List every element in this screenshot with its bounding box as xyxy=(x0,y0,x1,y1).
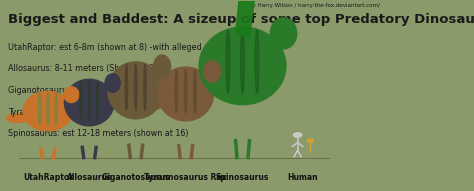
Text: Tyrannosaurus Rex: Tyrannosaurus Rex xyxy=(145,173,227,182)
Ellipse shape xyxy=(38,93,41,125)
Ellipse shape xyxy=(175,69,178,113)
Polygon shape xyxy=(236,0,256,38)
Ellipse shape xyxy=(105,74,120,92)
Ellipse shape xyxy=(89,95,114,107)
Ellipse shape xyxy=(64,87,79,103)
Ellipse shape xyxy=(144,64,146,111)
Ellipse shape xyxy=(226,30,230,93)
Text: Biggest and Baddest: A sizeup of some top Predatory Dinosaurs:: Biggest and Baddest: A sizeup of some to… xyxy=(8,13,474,26)
Ellipse shape xyxy=(194,69,196,113)
Text: Spinosaurus: Spinosaurus xyxy=(216,173,269,182)
Ellipse shape xyxy=(139,98,164,110)
Ellipse shape xyxy=(125,64,128,111)
Ellipse shape xyxy=(88,81,91,119)
Ellipse shape xyxy=(170,71,209,88)
Text: By Harry Wilson / harry-the-fox.deviantart.com/: By Harry Wilson / harry-the-fox.devianta… xyxy=(249,3,381,8)
Circle shape xyxy=(293,133,302,137)
Ellipse shape xyxy=(55,93,57,125)
Ellipse shape xyxy=(48,106,70,116)
Ellipse shape xyxy=(203,61,220,82)
Ellipse shape xyxy=(135,64,137,111)
Ellipse shape xyxy=(199,27,286,105)
Text: Allosaurus: Allosaurus xyxy=(66,173,112,182)
Ellipse shape xyxy=(255,30,259,93)
Ellipse shape xyxy=(154,55,171,78)
Text: Giganotosaurus: 13 meters: Giganotosaurus: 13 meters xyxy=(8,86,118,95)
Text: UtahRaptor: est 6-8m (shown at 8) -with alleged specimens at 11m: UtahRaptor: est 6-8m (shown at 8) -with … xyxy=(8,43,279,52)
Text: Allosaurus: 8-11 meters (Shown at 9.7): Allosaurus: 8-11 meters (Shown at 9.7) xyxy=(8,64,165,74)
Ellipse shape xyxy=(158,67,214,121)
Text: Giganotosaurus: Giganotosaurus xyxy=(101,173,170,182)
Text: Human: Human xyxy=(288,173,318,182)
Ellipse shape xyxy=(64,79,114,126)
Ellipse shape xyxy=(23,91,73,131)
Text: UtahRaptor: UtahRaptor xyxy=(23,173,73,182)
Ellipse shape xyxy=(270,18,297,49)
Ellipse shape xyxy=(241,30,245,93)
Ellipse shape xyxy=(47,93,49,125)
Ellipse shape xyxy=(80,81,82,119)
Text: Tyrannosaurus: 12 Meters: Tyrannosaurus: 12 Meters xyxy=(8,108,112,117)
Ellipse shape xyxy=(7,114,28,123)
Circle shape xyxy=(307,139,313,142)
Ellipse shape xyxy=(108,62,164,119)
Ellipse shape xyxy=(96,81,99,119)
Ellipse shape xyxy=(184,69,187,113)
Text: Spinosaurus: est 12-18 meters (shown at 16): Spinosaurus: est 12-18 meters (shown at … xyxy=(8,129,189,138)
